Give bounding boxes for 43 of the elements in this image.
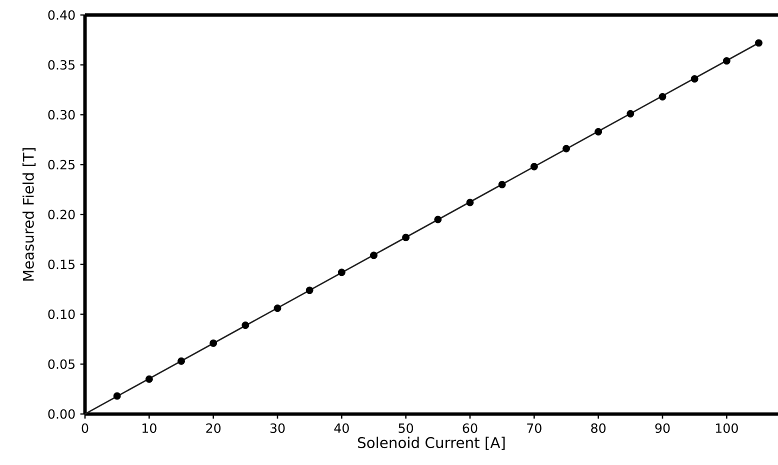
point	[626, 110, 634, 118]
x-tick-label: 90	[655, 423, 670, 433]
point	[498, 180, 506, 188]
point	[722, 57, 730, 65]
x-tick-label: 0	[82, 423, 88, 433]
point	[113, 392, 121, 400]
point	[466, 198, 474, 206]
point	[594, 128, 602, 136]
point	[658, 93, 666, 101]
point	[370, 252, 378, 260]
y-tick-label: 0.05	[48, 359, 75, 369]
x-tick-label: 50	[398, 423, 414, 433]
x-tick-label: 60	[462, 423, 478, 433]
y-tick-label: 0.40	[48, 10, 75, 20]
x-tick-label: 10	[142, 423, 156, 433]
y-tick-label: 0.35	[48, 60, 75, 70]
x-tick-label: 30	[270, 423, 285, 433]
x-tick-label: 70	[527, 423, 542, 433]
point	[755, 39, 762, 47]
x-tick-label: 100	[716, 423, 738, 433]
point	[434, 216, 442, 224]
y-tick-label: 0.10	[48, 309, 75, 320]
point	[562, 144, 570, 152]
point	[690, 75, 698, 83]
x-tick-label: 20	[206, 423, 221, 433]
y-tick-label: 0.00	[48, 409, 75, 419]
x-tick-label: 80	[591, 423, 606, 433]
point	[178, 357, 185, 365]
y-tick-label: 0.20	[48, 210, 75, 220]
point	[306, 286, 314, 294]
point	[242, 321, 250, 329]
point	[338, 268, 346, 276]
y-axis-title: Measured Field [T]	[22, 148, 36, 281]
y-tick-label: 0.25	[48, 160, 75, 170]
x-tick-label: 40	[334, 423, 349, 433]
point	[145, 375, 153, 383]
y-tick-label: 0.30	[48, 110, 75, 120]
point	[402, 234, 410, 242]
y-tick-label: 0.15	[48, 260, 75, 270]
x-axis-title: Solenoid Current [A]	[358, 436, 505, 450]
point	[210, 339, 218, 347]
point	[530, 162, 538, 170]
point	[274, 304, 282, 312]
